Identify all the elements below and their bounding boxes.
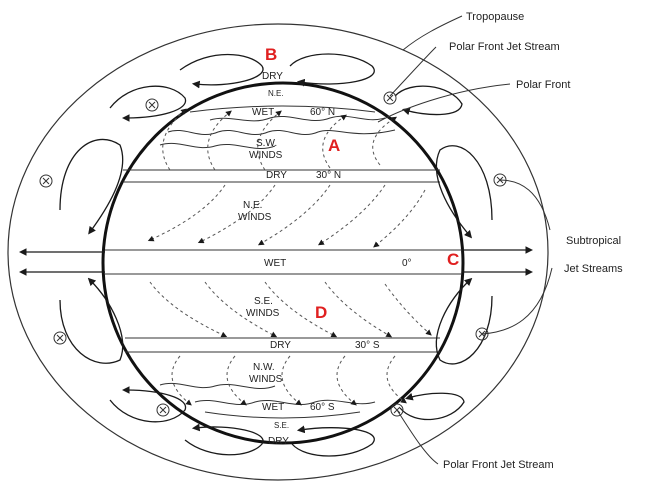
se-winds-2: WINDS (246, 308, 280, 319)
lat-30n: 30° N (316, 170, 341, 181)
lat-60s: 60° S (310, 402, 335, 413)
zone-dry-top: DRY (262, 71, 283, 82)
zone-dry-bottom: DRY (268, 436, 289, 447)
lat-0: 0° (402, 258, 412, 269)
jet-stream-icon (39, 174, 53, 188)
marker-c: C (447, 250, 459, 269)
jet-stream-icon (53, 331, 67, 345)
equatorial-flow-arrows (18, 246, 534, 276)
latitude-lines (105, 105, 462, 419)
jet-stream-icon (390, 403, 404, 417)
zone-wet-60n: WET (252, 107, 274, 118)
circulation-cells (59, 53, 493, 457)
earth-circle (101, 81, 465, 445)
sw-winds-1: S.W. (256, 138, 277, 149)
ne-winds-2: WINDS (238, 212, 272, 223)
jet-stream-icon (145, 98, 159, 112)
callout-leaders (377, 15, 553, 465)
nw-winds-1: N.W. (253, 362, 275, 373)
polar-front-label: Polar Front (516, 79, 570, 91)
polar-front-wave (159, 129, 396, 390)
marker-d: D (315, 303, 327, 322)
polar-jet-top-label: Polar Front Jet Stream (449, 41, 560, 53)
zone-se-bottom: S.E. (274, 421, 289, 430)
ne-winds-1: N.E. (243, 200, 262, 211)
subtropical-label-1: Subtropical (566, 235, 621, 247)
tropopause-label: Tropopause (466, 11, 524, 23)
marker-b: B (265, 45, 277, 64)
jet-stream-icon (383, 91, 397, 105)
jet-stream-icon (475, 327, 489, 341)
subtropical-label-2: Jet Streams (564, 263, 623, 275)
marker-a: A (328, 136, 340, 155)
zone-wet-eq: WET (264, 258, 286, 269)
atmosphere-outline (7, 23, 549, 481)
polar-jet-bottom-label: Polar Front Jet Stream (443, 459, 554, 471)
lat-30s: 30° S (355, 340, 380, 351)
zone-dry-30s: DRY (270, 340, 291, 351)
zone-wet-60s: WET (262, 402, 284, 413)
zone-dry-30n: DRY (266, 170, 287, 181)
sw-winds-2: WINDS (249, 150, 283, 161)
se-winds-1: S.E. (254, 296, 273, 307)
surface-wind-dashes (147, 108, 432, 406)
jet-stream-icon (156, 403, 170, 417)
lat-60n: 60° N (310, 107, 335, 118)
nw-winds-2: WINDS (249, 374, 283, 385)
zone-ne-top: N.E. (268, 89, 284, 98)
